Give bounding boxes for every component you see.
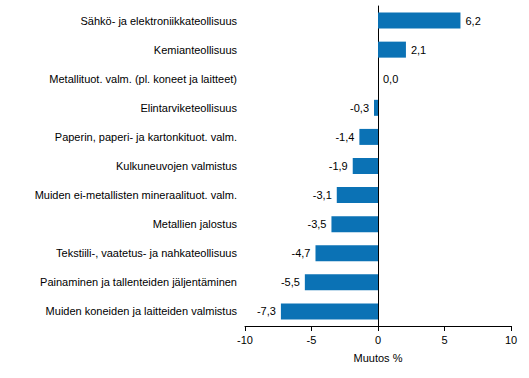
svg-text:Muiden koneiden ja laitteiden: Muiden koneiden ja laitteiden valmistus [46, 305, 238, 317]
svg-text:Elintarviketeollisuus: Elintarviketeollisuus [140, 102, 237, 114]
svg-text:2,1: 2,1 [411, 44, 426, 56]
svg-text:Paperin, paperi- ja kartonkitu: Paperin, paperi- ja kartonkituot. valm. [55, 131, 237, 143]
svg-text:Kemianteollisuus: Kemianteollisuus [154, 44, 238, 56]
svg-text:-10: -10 [237, 334, 253, 346]
svg-text:-0,3: -0,3 [350, 102, 369, 114]
svg-text:10: 10 [505, 334, 517, 346]
svg-text:Sähkö- ja elektroniikkateollis: Sähkö- ja elektroniikkateollisuus [80, 15, 237, 27]
svg-text:-7,3: -7,3 [257, 305, 276, 317]
svg-text:Painaminen ja tallenteiden jäl: Painaminen ja tallenteiden jäljentäminen [40, 276, 237, 288]
svg-text:Muiden ei-metallisten mineraal: Muiden ei-metallisten mineraalituot. val… [35, 189, 237, 201]
svg-text:Metallien jalostus: Metallien jalostus [153, 218, 238, 230]
svg-text:Metallituot. valm. (pl. koneet: Metallituot. valm. (pl. koneet ja laitte… [49, 73, 237, 85]
svg-text:Muutos %: Muutos % [354, 352, 403, 364]
svg-text:-1,9: -1,9 [329, 160, 348, 172]
svg-text:Tekstiili-, vaatetus- ja nahka: Tekstiili-, vaatetus- ja nahkateollisuus [56, 247, 237, 259]
svg-text:-1,4: -1,4 [335, 131, 354, 143]
svg-text:-4,7: -4,7 [292, 247, 311, 259]
svg-text:0: 0 [375, 334, 381, 346]
svg-text:-5: -5 [307, 334, 317, 346]
svg-text:0,0: 0,0 [383, 73, 398, 85]
svg-text:-5,5: -5,5 [281, 276, 300, 288]
svg-text:Kulkuneuvojen valmistus: Kulkuneuvojen valmistus [116, 160, 238, 172]
svg-text:6,2: 6,2 [465, 15, 480, 27]
svg-text:5: 5 [441, 334, 447, 346]
svg-text:-3,1: -3,1 [313, 189, 332, 201]
svg-text:-3,5: -3,5 [307, 218, 326, 230]
